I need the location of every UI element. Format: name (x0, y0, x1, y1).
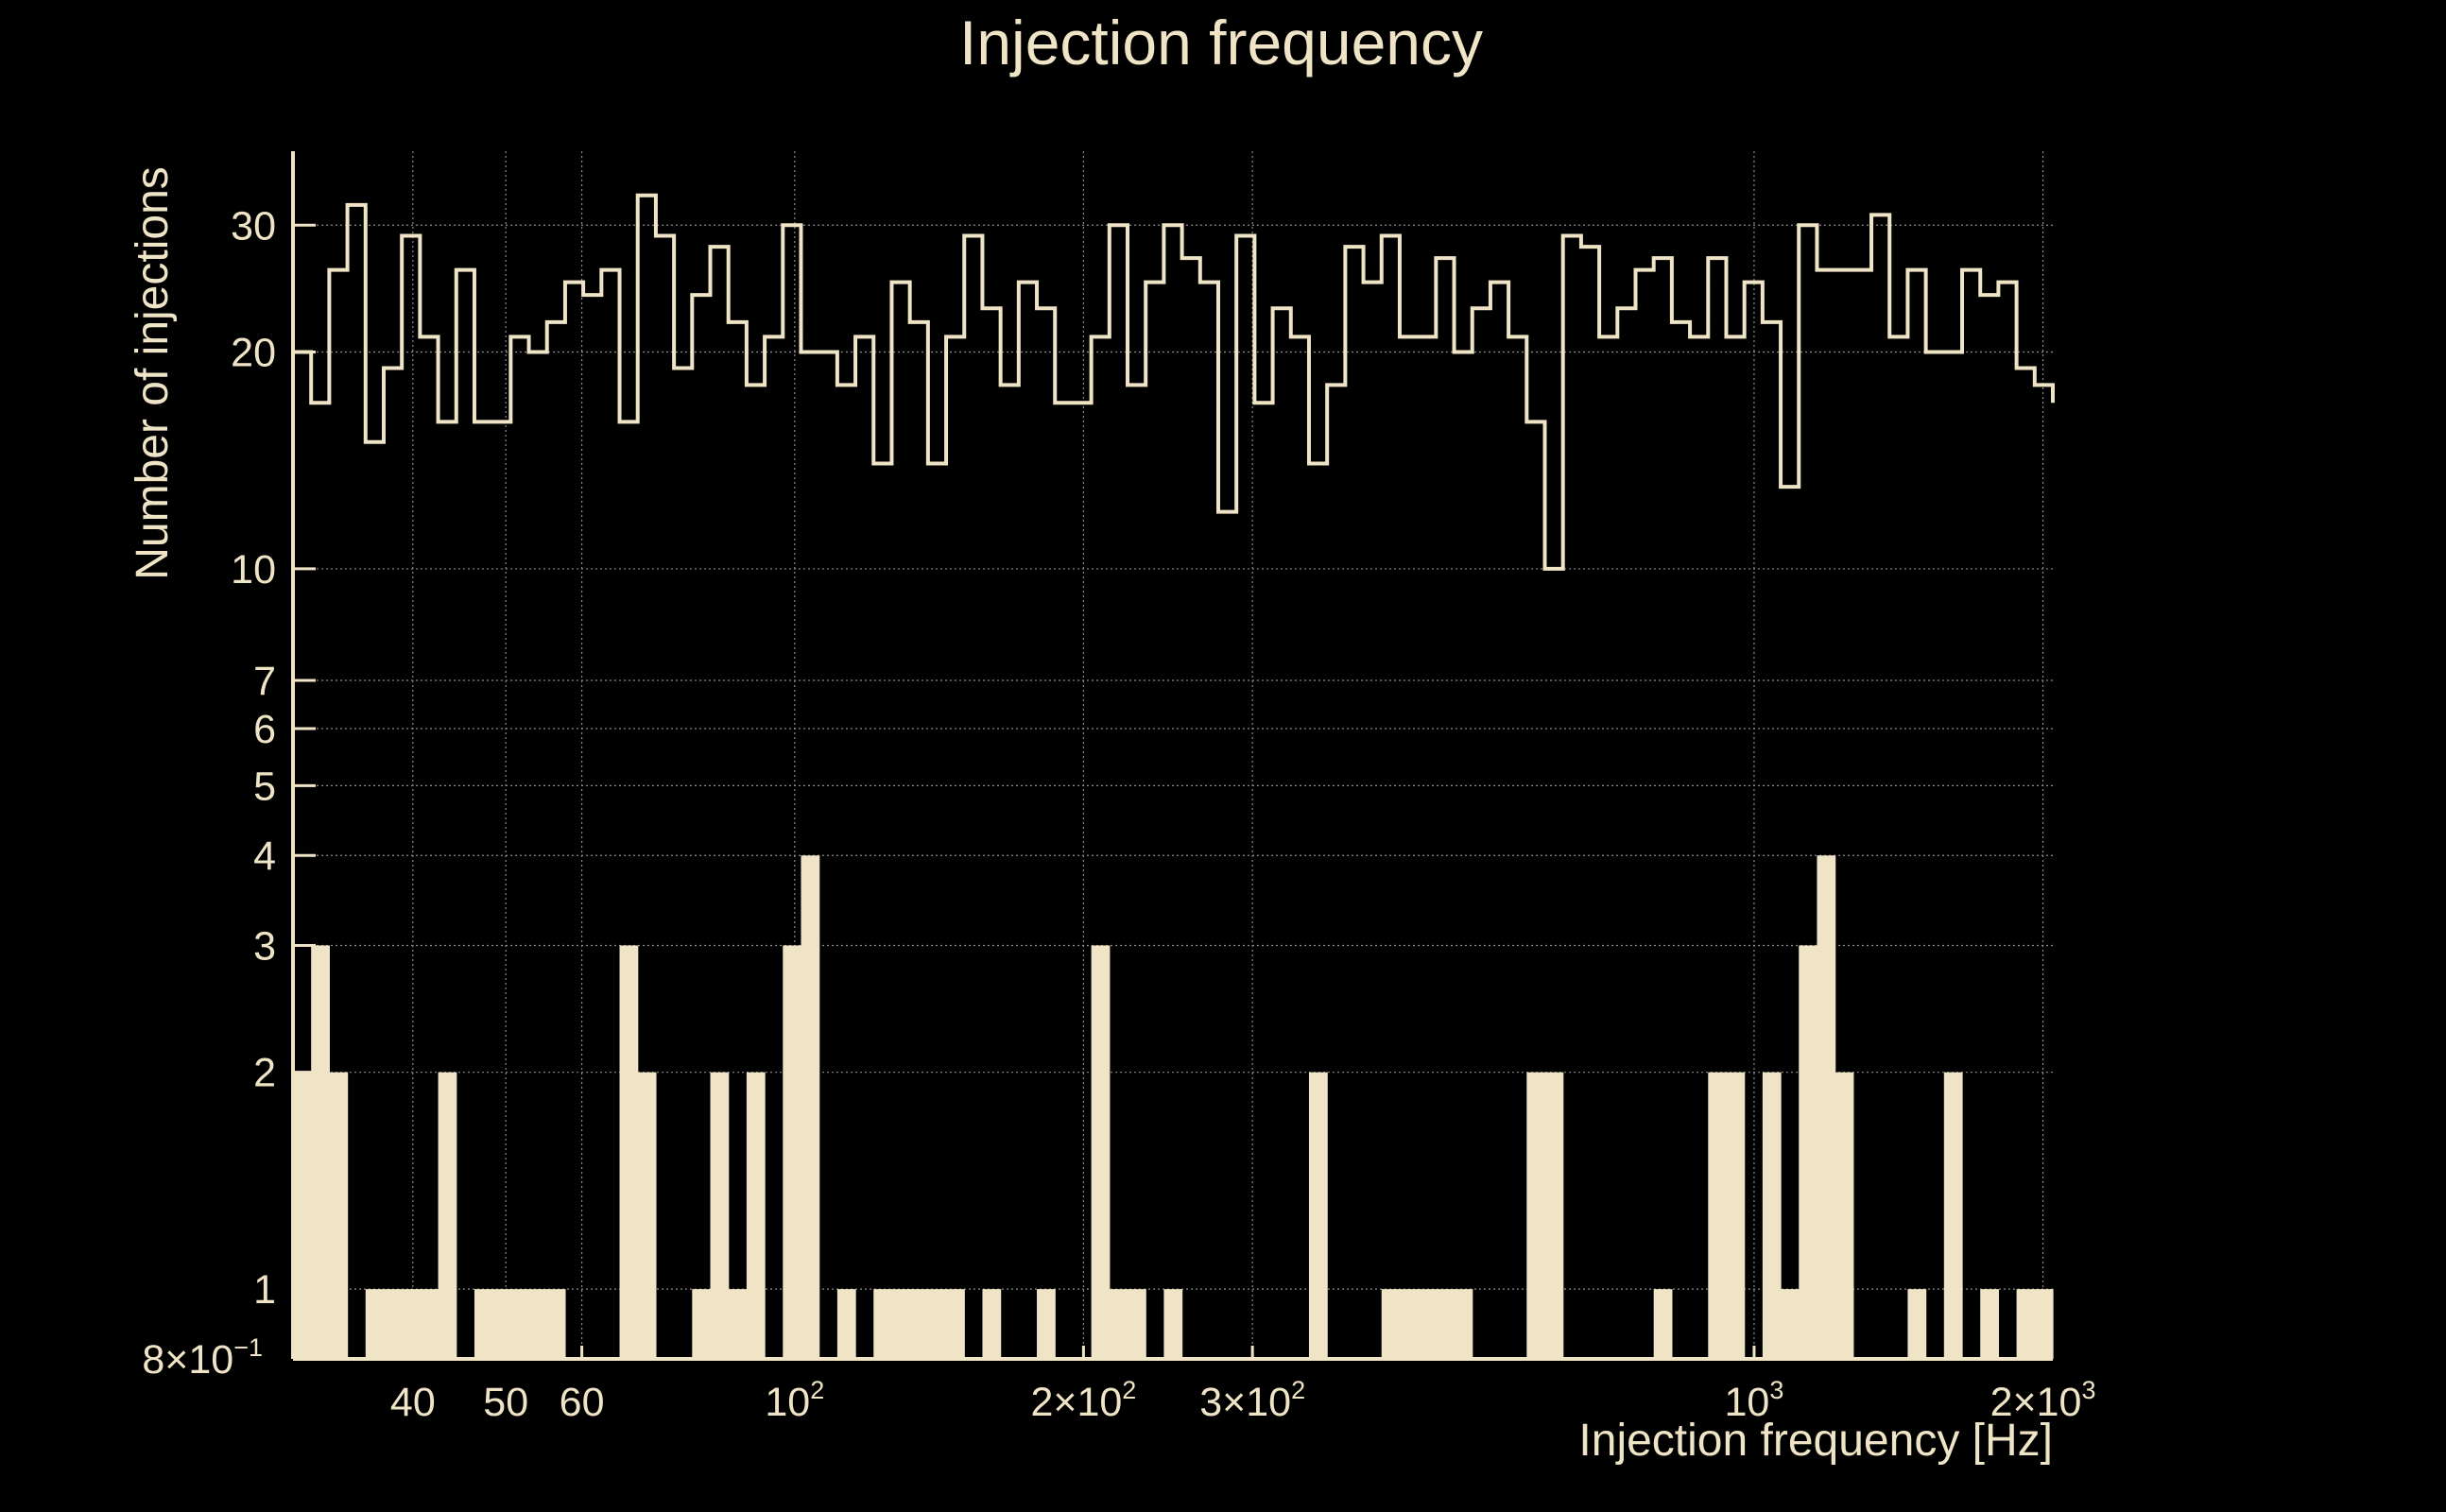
x-tick-labels: 40 50 60 102 2×102 3×102 103 2×103 (390, 1346, 2096, 1425)
filled-histogram (293, 855, 2054, 1359)
x-axis-label: Injection frequency [Hz] (1578, 1416, 2053, 1466)
y-tick-labels: 8×10−1 1 2 3 4 5 67 10 20 30 (142, 203, 316, 1383)
filled-bar-61 (1399, 1289, 1419, 1359)
filled-bar-13 (528, 1289, 548, 1359)
filled-bar-18 (619, 945, 639, 1359)
filled-bar-96 (2034, 1289, 2054, 1359)
axes (291, 151, 2053, 1361)
filled-bar-82 (1781, 1289, 1800, 1359)
grid-lines (293, 151, 2053, 1360)
filled-bar-32 (873, 1289, 893, 1359)
filled-bar-12 (510, 1289, 530, 1359)
filled-bar-63 (1436, 1289, 1456, 1359)
filled-bar-0 (293, 1072, 312, 1359)
filled-bar-33 (891, 1289, 911, 1359)
y-tick-label-5: 5 (253, 764, 276, 809)
filled-bar-45 (1109, 1289, 1128, 1359)
filled-bar-89 (1907, 1289, 1927, 1359)
filled-bar-34 (909, 1289, 929, 1359)
filled-bar-2 (329, 1072, 349, 1359)
x-tick-label-2: 60 (560, 1380, 605, 1425)
filled-bar-48 (1163, 1289, 1183, 1359)
y-tick-label-10: 30 (231, 203, 276, 249)
filled-bar-93 (1980, 1289, 2000, 1359)
filled-bar-30 (836, 1289, 856, 1359)
filled-bar-11 (492, 1289, 511, 1359)
x-tick-label-0: 40 (390, 1380, 436, 1425)
chart-title: Injection frequency (959, 8, 1483, 77)
filled-bar-19 (637, 1072, 657, 1359)
filled-bar-22 (692, 1289, 712, 1359)
step-histogram (293, 193, 2055, 571)
filled-bar-68 (1526, 1072, 1546, 1359)
y-tick-label-2: 2 (253, 1051, 276, 1096)
filled-bar-23 (710, 1072, 730, 1359)
y-tick-label-1: 1 (253, 1267, 276, 1313)
filled-bar-56 (1308, 1072, 1328, 1359)
filled-bar-36 (946, 1289, 965, 1359)
x-tick-label-1: 50 (483, 1380, 528, 1425)
filled-bar-69 (1544, 1072, 1564, 1359)
filled-bar-79 (1726, 1072, 1746, 1359)
filled-bar-46 (1128, 1289, 1146, 1359)
filled-bar-62 (1418, 1289, 1437, 1359)
y-tick-label-9: 20 (231, 330, 276, 375)
filled-bar-81 (1762, 1072, 1782, 1359)
filled-bar-38 (982, 1289, 1002, 1359)
filled-bar-25 (746, 1072, 766, 1359)
filled-bar-78 (1708, 1072, 1728, 1359)
filled-bar-24 (728, 1289, 748, 1359)
x-tick-label-4: 2×102 (1030, 1376, 1136, 1425)
filled-bar-10 (474, 1289, 493, 1359)
filled-bar-27 (783, 945, 802, 1359)
filled-bar-64 (1454, 1289, 1473, 1359)
x-tick-label-7: 2×103 (1990, 1376, 2096, 1425)
filled-bar-44 (1091, 945, 1111, 1359)
filled-bar-14 (546, 1289, 566, 1359)
y-axis-label: Number of injections (128, 166, 178, 580)
y-tick-label-6: 6 (253, 707, 276, 752)
filled-bar-85 (1834, 1072, 1854, 1359)
filled-bar-4 (365, 1289, 385, 1359)
filled-bar-35 (927, 1289, 947, 1359)
y-tick-label-3: 3 (253, 923, 276, 969)
filled-bar-8 (438, 1072, 457, 1359)
filled-bar-6 (402, 1289, 421, 1359)
filled-bar-5 (383, 1289, 403, 1359)
filled-bar-28 (801, 855, 820, 1359)
y-tick-label-4: 4 (253, 833, 276, 879)
filled-bar-7 (420, 1289, 439, 1359)
y-tick-label-8: 10 (231, 547, 276, 593)
step-series-line (293, 193, 2055, 571)
filled-bar-75 (1653, 1289, 1673, 1359)
filled-bar-84 (1817, 855, 1836, 1359)
x-tick-label-5: 3×102 (1199, 1376, 1305, 1425)
filled-bar-95 (2016, 1289, 2036, 1359)
filled-bar-91 (1943, 1072, 1963, 1359)
y-tick-label-0: 8×10−1 (142, 1333, 263, 1383)
filled-bar-1 (311, 945, 330, 1359)
y-tick-label-7: 7 (253, 659, 276, 704)
filled-bar-60 (1381, 1289, 1401, 1359)
filled-bar-41 (1037, 1289, 1056, 1359)
x-tick-label-3: 102 (765, 1376, 824, 1425)
filled-bar-83 (1799, 945, 1818, 1359)
